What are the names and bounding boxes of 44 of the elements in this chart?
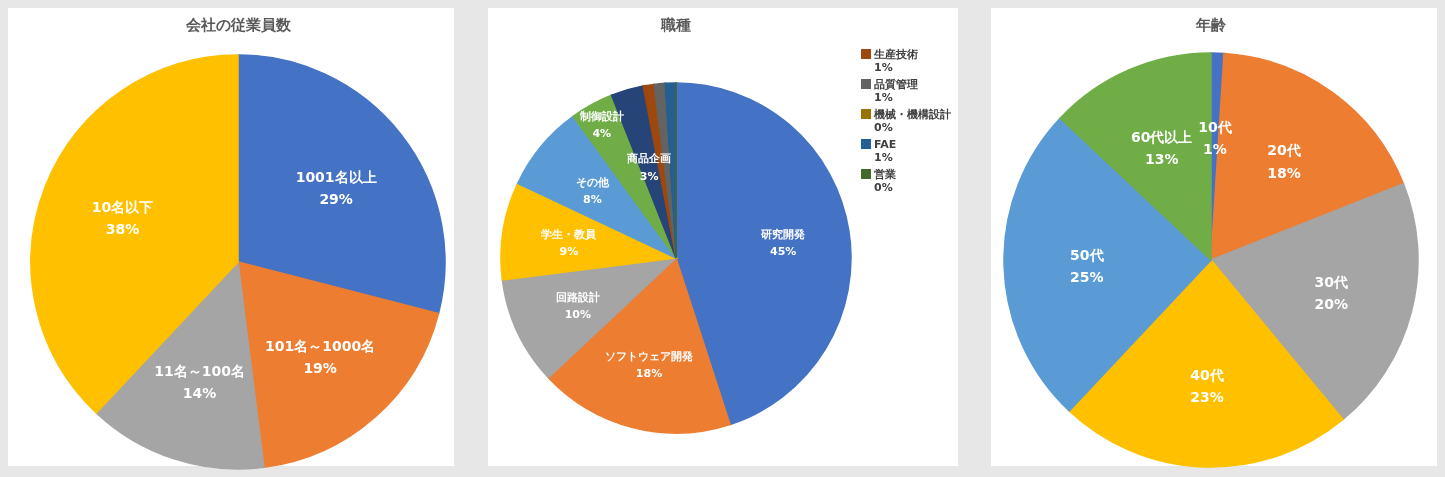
data-label: 14% bbox=[182, 385, 217, 402]
data-label: 19% bbox=[303, 360, 337, 377]
slice-label: 11名～100名 bbox=[154, 362, 245, 379]
slice-label: 101名～1000名 bbox=[265, 337, 376, 354]
data-label: 1% bbox=[874, 151, 893, 164]
slice-label: 30代 bbox=[1314, 273, 1349, 290]
slice-label: 研究開発 bbox=[760, 227, 807, 241]
data-label: 18% bbox=[635, 367, 663, 381]
slice-label: 10名以下 bbox=[91, 199, 154, 216]
data-label: 13% bbox=[1144, 151, 1179, 168]
legend-label: 営業 bbox=[874, 168, 896, 181]
data-label: 9% bbox=[559, 245, 579, 259]
legend-label: 機械・機構設計 bbox=[873, 108, 951, 121]
slice-label: 学生・教員 bbox=[541, 227, 598, 241]
slice-label: 回路設計 bbox=[555, 290, 600, 304]
slice-label: 20代 bbox=[1267, 142, 1301, 159]
text: 0% bbox=[874, 181, 893, 194]
text: 0% bbox=[874, 121, 893, 134]
chart-title: 職種 bbox=[660, 16, 691, 34]
data-label: 3% bbox=[639, 169, 659, 183]
slice-label: その他 bbox=[575, 175, 610, 189]
data-label: 29% bbox=[319, 191, 353, 208]
slice-label: 50代 bbox=[1070, 246, 1104, 263]
data-label: 1% bbox=[1203, 141, 1227, 158]
data-label: 20% bbox=[1314, 296, 1349, 313]
legend-label: FAE bbox=[874, 138, 897, 151]
slice-label: 40代 bbox=[1190, 366, 1224, 383]
slice-label: 1001名以上 bbox=[295, 168, 377, 185]
legend-label: 生産技術 bbox=[873, 48, 918, 61]
data-label: 8% bbox=[583, 193, 602, 207]
data-label: 23% bbox=[1190, 389, 1224, 406]
data-label: 45% bbox=[769, 245, 797, 259]
data-label: 38% bbox=[105, 221, 140, 238]
data-label: 10% bbox=[564, 308, 591, 322]
data-label: 18% bbox=[1267, 164, 1301, 181]
data-label: 4% bbox=[592, 127, 612, 141]
data-label: 1% bbox=[874, 61, 893, 74]
chart-title: 会社の従業員数 bbox=[184, 16, 292, 34]
data-label: 1% bbox=[874, 91, 893, 104]
data-label: 25% bbox=[1070, 269, 1104, 286]
slice-label: 60代以上 bbox=[1130, 128, 1193, 145]
slice-label: ソフトウェア開発 bbox=[605, 349, 695, 363]
legend-label: 品質管理 bbox=[874, 78, 918, 91]
chart-title: 年齢 bbox=[1195, 16, 1227, 34]
